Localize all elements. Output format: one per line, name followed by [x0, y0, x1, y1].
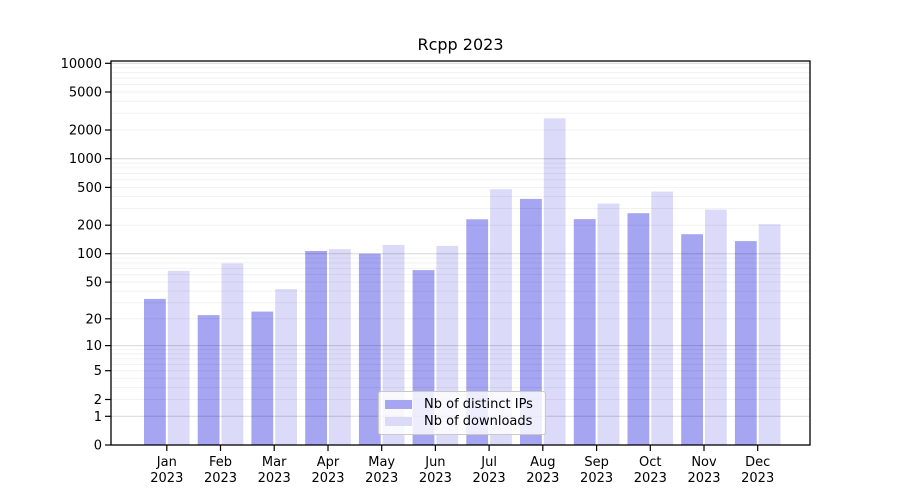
bar-downloads-nov — [705, 209, 727, 445]
chart-title: Rcpp 2023 — [417, 35, 504, 54]
y-tick-label: 5000 — [69, 86, 102, 101]
bar-distinct-ips-mar — [251, 311, 274, 445]
x-tick-label-month: Aug — [530, 455, 555, 470]
y-tick-label: 2000 — [69, 124, 102, 139]
x-tick-label-year: 2023 — [526, 471, 559, 486]
x-tick-label-year: 2023 — [311, 471, 344, 486]
y-tick-label: 200 — [77, 219, 102, 234]
bar-distinct-ips-oct — [627, 213, 650, 445]
x-tick-label-year: 2023 — [580, 471, 613, 486]
x-tick-label-year: 2023 — [741, 471, 774, 486]
x-tick-label-month: Feb — [209, 455, 232, 470]
legend: Nb of distinct IPs Nb of downloads — [378, 391, 546, 435]
y-tick-label: 10000 — [61, 57, 102, 72]
bar-distinct-ips-jan — [144, 298, 166, 445]
x-tick-label-month: Jul — [480, 455, 497, 470]
x-tick-label-month: Apr — [317, 455, 340, 470]
y-tick-label: 0 — [94, 439, 102, 454]
legend-label-downloads: Nb of downloads — [424, 414, 533, 430]
x-tick-label-month: Oct — [639, 455, 661, 470]
x-tick-label-month: Jun — [424, 455, 445, 470]
x-tick-label-year: 2023 — [150, 471, 183, 486]
y-tick-label: 5 — [94, 364, 102, 379]
x-tick-label-month: Jan — [156, 455, 177, 470]
bar-downloads-sep — [597, 203, 620, 445]
bar-distinct-ips-nov — [681, 234, 703, 445]
x-tick-label-month: Dec — [745, 455, 770, 470]
legend-swatch-downloads-icon — [385, 417, 412, 427]
bar-distinct-ips-aug — [520, 198, 542, 445]
x-tick-label-year: 2023 — [634, 471, 667, 486]
y-tick-label: 2 — [94, 393, 102, 408]
x-tick-label-month: Mar — [262, 455, 287, 470]
x-tick-label-year: 2023 — [258, 471, 291, 486]
x-tick-label-month: Nov — [691, 455, 717, 470]
legend-item-downloads: Nb of downloads — [385, 414, 537, 429]
bar-downloads-jul — [490, 189, 512, 445]
y-tick-label: 500 — [77, 181, 102, 196]
legend-item-distinct-ips: Nb of distinct IPs — [385, 397, 537, 412]
x-tick-label-month: May — [368, 455, 395, 470]
y-tick-label: 50 — [85, 276, 102, 291]
bar-downloads-aug — [543, 118, 566, 446]
bar-distinct-ips-dec — [734, 241, 757, 445]
x-tick-label-year: 2023 — [687, 471, 720, 486]
legend-label-distinct-ips: Nb of distinct IPs — [424, 396, 533, 412]
x-tick-label-year: 2023 — [419, 471, 452, 486]
bar-downloads-apr — [329, 249, 351, 445]
bar-downloads-jan — [167, 270, 190, 445]
y-tick-label: 20 — [85, 312, 102, 327]
bar-downloads-feb — [221, 263, 244, 445]
x-tick-label-year: 2023 — [473, 471, 506, 486]
y-tick-label: 1000 — [69, 152, 102, 167]
bar-distinct-ips-apr — [305, 251, 327, 445]
x-tick-label-month: Sep — [584, 455, 609, 470]
bar-distinct-ips-jul — [466, 219, 489, 445]
bar-distinct-ips-may — [358, 253, 381, 445]
y-tick-label: 10 — [85, 339, 102, 354]
x-tick-label-year: 2023 — [365, 471, 398, 486]
bar-downloads-oct — [651, 191, 674, 445]
x-tick-label-year: 2023 — [204, 471, 237, 486]
y-tick-label: 100 — [77, 247, 102, 262]
bar-downloads-dec — [758, 224, 781, 445]
plot-border — [110, 60, 811, 446]
y-tick-label: 1 — [94, 410, 102, 425]
bar-distinct-ips-feb — [197, 315, 220, 445]
legend-swatch-distinct-ips-icon — [385, 399, 412, 409]
bar-distinct-ips-sep — [573, 219, 596, 445]
bar-downloads-mar — [275, 289, 297, 445]
